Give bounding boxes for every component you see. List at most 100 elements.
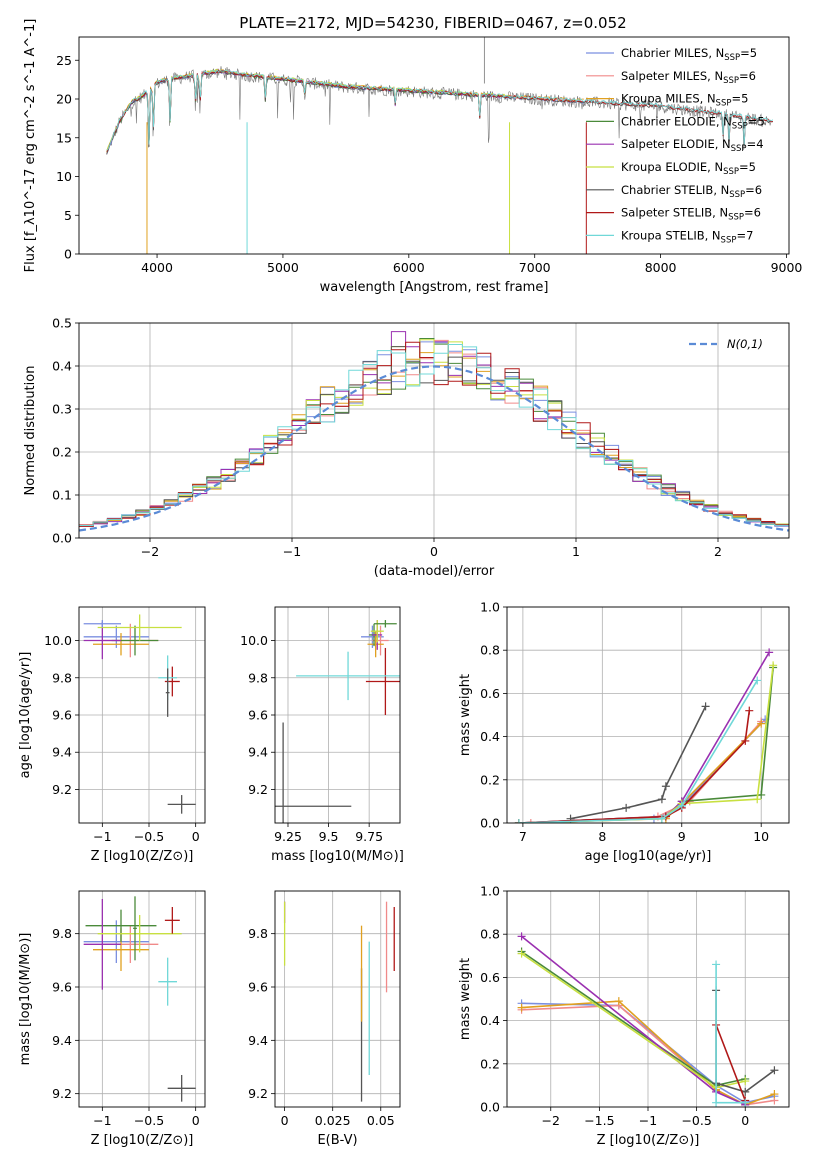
mass-vs-z-ticks: −1 −0.5 0 9.2 9.4 9.6 9.8 bbox=[52, 926, 200, 1128]
x-axis-label: age [log10(age/yr)] bbox=[585, 849, 712, 864]
x-axis-label: mass [log10(M/M⊙)] bbox=[271, 849, 404, 864]
x-tick-label: 9000 bbox=[771, 260, 803, 275]
mass-weight-vs-age-ticks: 7 8 9 10 0.0 0.2 0.4 0.6 0.8 1.0 bbox=[480, 600, 769, 845]
mass-weight-vs-age-grid bbox=[507, 606, 789, 824]
y-tick-label: 9.6 bbox=[248, 980, 268, 995]
model-line-salpeter-miles bbox=[106, 69, 585, 153]
legend-entry-normal: N(0,1) bbox=[727, 337, 763, 351]
y-tick-label: 0.1 bbox=[52, 488, 72, 503]
x-tick-label: 4000 bbox=[141, 260, 173, 275]
plus-marker bbox=[677, 801, 686, 810]
plus-marker bbox=[614, 997, 623, 1006]
spectrum-axes: 4000 5000 6000 7000 8000 9000 0 5 10 15 20 25 wavele… bbox=[23, 19, 802, 295]
age-vs-mass-axes: 9.25 9.5 9.75 9.2 9.4 9.6 9.8 10.0 mass [log10(M… bbox=[240, 606, 404, 864]
y-axis-label: mass [log10(M/M⊙)] bbox=[18, 933, 33, 1066]
plus-marker bbox=[514, 819, 523, 823]
legend-entry-kroupa-elodie: Kroupa ELODIE, NSSP=5 bbox=[621, 160, 756, 177]
mass-vs-ebv-axes: 0 0.025 0.05 9.2 9.4 9.6 9.8 E(B-V) bbox=[248, 890, 401, 1148]
age-vs-z-plot-area bbox=[83, 614, 196, 814]
y-tick-label: 9.4 bbox=[52, 745, 72, 760]
y-tick-label: 25 bbox=[56, 53, 72, 68]
series-line bbox=[518, 723, 762, 823]
plus-marker bbox=[517, 1003, 526, 1012]
model-line-kroupa-stelib bbox=[106, 69, 774, 151]
y-tick-label: 10.0 bbox=[44, 633, 72, 648]
x-tick-label: −2 bbox=[542, 1113, 560, 1128]
y-axis-label: mass weight bbox=[458, 674, 473, 756]
plus-marker bbox=[753, 795, 762, 804]
plus-marker bbox=[741, 736, 750, 745]
mass-weight-vs-z-axes: −2 −1.5 −1 −0.5 0 0.0 0.2 0.4 0.6 0.8 1.0 Z [log10(… bbox=[458, 884, 790, 1148]
residuals-frame bbox=[78, 322, 790, 539]
x-tick-label: 9 bbox=[678, 829, 686, 844]
y-tick-label: 9.6 bbox=[52, 708, 72, 723]
x-tick-label: 9.5 bbox=[319, 829, 339, 844]
mass-weight-vs-z-ticks: −2 −1.5 −1 −0.5 0 0.0 0.2 0.4 0.6 0.8 1.0 bbox=[480, 884, 749, 1129]
age-vs-mass-grid bbox=[275, 607, 400, 823]
y-tick-label: 0.2 bbox=[52, 445, 72, 460]
figure-title: PLATE=2172, MJD=54230, FIBERID=0467, z=0… bbox=[239, 14, 626, 32]
plus-marker bbox=[770, 1066, 779, 1075]
y-tick-label: 5 bbox=[64, 208, 72, 223]
normal-curve bbox=[79, 365, 789, 532]
legend-entry-chabrier-elodie: Chabrier ELODIE, NSSP=5 bbox=[621, 114, 765, 131]
y-tick-label: 0.0 bbox=[480, 816, 500, 831]
legend-entry-chabrier-stelib: Chabrier STELIB, NSSP=6 bbox=[621, 183, 762, 200]
series-line bbox=[715, 1024, 746, 1101]
x-tick-label: 0 bbox=[281, 1113, 289, 1128]
x-tick-label: −1 bbox=[93, 1113, 111, 1128]
series-line bbox=[518, 665, 774, 823]
series-kroupa-miles bbox=[514, 719, 766, 823]
x-tick-label: 9.75 bbox=[355, 829, 383, 844]
y-tick-label: 0.8 bbox=[480, 643, 500, 658]
x-tick-label: −1 bbox=[283, 544, 301, 559]
legend-entry-salpeter-elodie: Salpeter ELODIE, NSSP=4 bbox=[621, 137, 764, 154]
y-tick-label: 0.0 bbox=[480, 1100, 500, 1115]
y-tick-label: 9.6 bbox=[248, 708, 268, 723]
plus-marker bbox=[517, 932, 526, 941]
histogram-kroupa-elodie bbox=[79, 339, 789, 527]
x-tick-label: −0.5 bbox=[134, 829, 164, 844]
y-tick-label: 9.2 bbox=[52, 782, 72, 797]
mass-weight-vs-age-axes: 7 8 9 10 0.0 0.2 0.4 0.6 0.8 1.0 age [log10(age/yr… bbox=[458, 600, 790, 864]
plus-marker bbox=[757, 719, 766, 728]
data-point-kroupa-elodie bbox=[97, 915, 182, 953]
series-chabrier-miles bbox=[514, 715, 770, 823]
age-vs-mass-frame bbox=[274, 606, 401, 824]
age-vs-mass-ticks: 9.25 9.5 9.75 9.2 9.4 9.6 9.8 10.0 bbox=[240, 633, 383, 844]
residuals-plot-area bbox=[79, 331, 789, 532]
plus-marker bbox=[661, 782, 670, 791]
plus-marker bbox=[701, 702, 710, 711]
x-tick-label: −1.5 bbox=[584, 1113, 614, 1128]
spectrum-legend: Chabrier MILES, NSSP=5 Salpeter MILES, NS… bbox=[586, 46, 765, 245]
x-tick-label: 0 bbox=[192, 1113, 200, 1128]
plus-marker bbox=[753, 676, 762, 685]
data-point-chabrier-elodie bbox=[85, 909, 157, 942]
mass-vs-z-axes: −1 −0.5 0 9.2 9.4 9.6 9.8 Z [log10(Z/Z⊙)] mass [… bbox=[18, 890, 206, 1148]
spectrum-plot-area bbox=[106, 37, 774, 254]
data-point-salpeter-elodie bbox=[83, 899, 121, 990]
y-tick-label: 0.4 bbox=[52, 359, 72, 374]
mass-vs-z-grid bbox=[79, 891, 205, 1107]
legend-entry-kroupa-miles: Kroupa MILES, NSSP=5 bbox=[621, 92, 748, 109]
data-point-chabrier-stelib bbox=[167, 795, 196, 814]
x-tick-label: 6000 bbox=[393, 260, 425, 275]
y-tick-label: 9.4 bbox=[52, 1033, 72, 1048]
x-axis-label: (data-model)/error bbox=[374, 564, 495, 579]
plus-marker bbox=[770, 1090, 779, 1099]
data-point-chabrier-elodie bbox=[133, 896, 137, 961]
data-point-salpeter-stelib bbox=[365, 647, 400, 715]
x-tick-label: −0.5 bbox=[681, 1113, 711, 1128]
age-vs-z-axes: −1 −0.5 0 9.2 9.4 9.6 9.8 10.0 Z [log10(Z/Z⊙)] ag… bbox=[18, 606, 206, 864]
x-tick-label: 0 bbox=[192, 829, 200, 844]
x-tick-label: 1 bbox=[572, 544, 580, 559]
y-tick-label: 1.0 bbox=[480, 600, 500, 615]
plus-marker bbox=[657, 814, 666, 823]
mass-vs-ebv-plot-area bbox=[283, 901, 395, 1102]
plot-layer: 4000 5000 6000 7000 8000 90000510152025wavele… bbox=[18, 19, 802, 1148]
y-tick-label: 9.8 bbox=[52, 926, 72, 941]
plus-marker bbox=[526, 819, 535, 823]
x-tick-label: 10 bbox=[753, 829, 769, 844]
series-line bbox=[518, 667, 774, 823]
y-axis-label: Flux [f_λ10^-17 erg cm^-2 s^-1 A^-1] bbox=[23, 19, 38, 273]
